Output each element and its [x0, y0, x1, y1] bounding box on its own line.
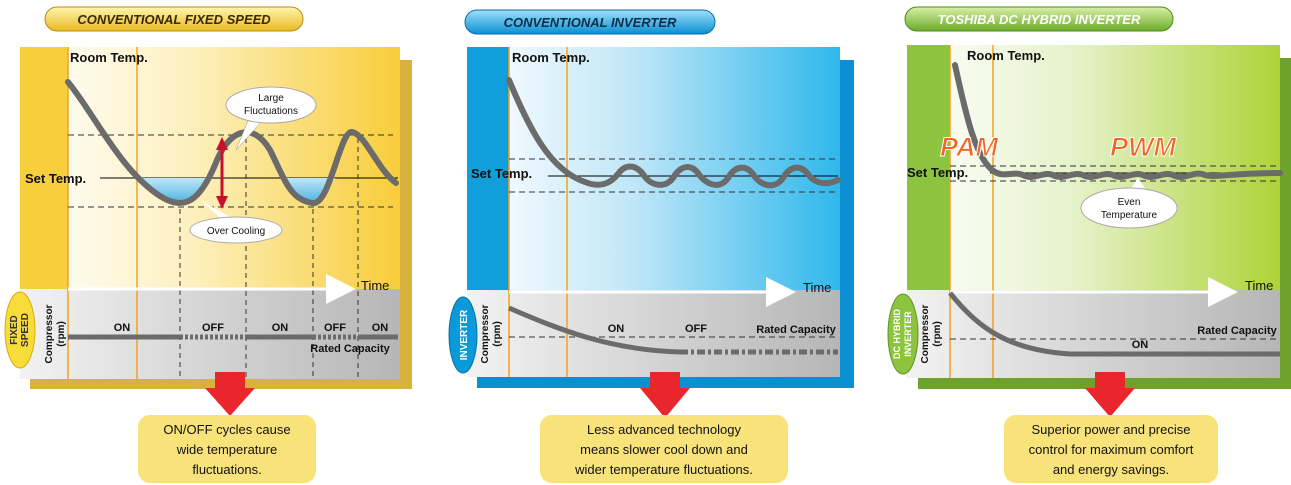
- state-label: OFF: [202, 322, 224, 334]
- callout-text: Fluctuations: [244, 106, 298, 117]
- state-label: ON: [608, 323, 625, 335]
- compressor-curve: [948, 291, 1280, 357]
- callout-bubble: [189, 216, 283, 244]
- fluctuation-arrow-head: [216, 137, 228, 150]
- panel-header-pill: [464, 9, 716, 35]
- compressor-area: [20, 289, 400, 379]
- compressor-label: Compressor: [44, 304, 55, 363]
- graph-side-band: [467, 47, 509, 290]
- caption-line: fluctuations.: [192, 462, 261, 477]
- panel-title: TOSHIBA DC HYBRID INVERTER: [938, 12, 1141, 27]
- set-temp-label: Set Temp.: [25, 171, 86, 186]
- time-label: Time: [1245, 278, 1273, 293]
- graph-side-band: [20, 47, 68, 289]
- state-label: ON: [114, 322, 131, 334]
- room-temp-label: Room Temp.: [70, 50, 148, 65]
- compressor-label: Compressor: [920, 304, 931, 363]
- state-label: ON: [1132, 339, 1149, 351]
- state-label: ON: [272, 322, 289, 334]
- graph-side-band: [907, 45, 950, 290]
- panel-header-pill: [44, 6, 304, 32]
- down-arrow-icon: [640, 372, 690, 418]
- compressor-label: Compressor: [480, 304, 491, 363]
- room-temp-label: Room Temp.: [512, 50, 590, 65]
- state-label: OFF: [324, 322, 346, 334]
- panel-dc-hybrid-inverter: TOSHIBA DC HYBRID INVERTER PAM PWM Even …: [887, 6, 1291, 483]
- caption-line: Less advanced technology: [587, 422, 741, 437]
- room-temp-curve: [65, 79, 399, 206]
- caption-line: and energy savings.: [1053, 462, 1169, 477]
- caption-line: Superior power and precise: [1032, 422, 1191, 437]
- callout-tail: [1130, 178, 1146, 190]
- callout-text: Over Cooling: [207, 226, 265, 237]
- set-temp-label: Set Temp.: [471, 166, 532, 181]
- panel-header-pill: [904, 6, 1174, 32]
- caption-box: [138, 415, 316, 483]
- graph-area: [907, 45, 1280, 290]
- side-badge-text: INVERTER: [459, 309, 470, 360]
- caption-line: ON/OFF cycles cause: [163, 422, 290, 437]
- side-badge-text: DC HYBRID: [892, 309, 902, 360]
- room-temp-curve: [952, 62, 1283, 180]
- graph-area: [20, 47, 400, 289]
- pwm-label: PWM: [1110, 132, 1176, 162]
- rated-capacity-label: Rated Capacity: [310, 343, 390, 355]
- compressor-unit: (rpm): [492, 321, 503, 347]
- side-badge-text: FIXED: [9, 315, 20, 344]
- fluctuation-arrow-head: [216, 196, 228, 209]
- panel-fixed-speed: CONVENTIONAL FIXED SPEED Large Fluctuati…: [4, 6, 412, 483]
- set-temp-label: Set Temp.: [907, 165, 968, 180]
- compressor-curve: [508, 305, 681, 355]
- compressor-unit: (rpm): [56, 321, 67, 347]
- side-badge: [887, 293, 919, 375]
- side-badge: [448, 296, 478, 374]
- room-temp-curve: [506, 77, 841, 189]
- caption-box: [1004, 415, 1218, 483]
- room-temp-label: Room Temp.: [967, 48, 1045, 63]
- callout-text: Temperature: [1101, 210, 1158, 221]
- state-label: ON: [372, 322, 389, 334]
- caption-line: wide temperature: [176, 442, 277, 457]
- callout-bubble: [225, 86, 317, 124]
- side-badge: [4, 291, 36, 369]
- panel-title: CONVENTIONAL INVERTER: [504, 15, 677, 30]
- side-badge-text: SPEED: [20, 313, 31, 347]
- callout-text: Large: [258, 93, 284, 104]
- time-label: Time: [361, 278, 389, 293]
- side-badge-text: INVERTER: [903, 311, 913, 357]
- time-label: Time: [803, 280, 831, 295]
- callout-text: Even: [1118, 197, 1141, 208]
- down-arrow-icon: [1085, 372, 1135, 417]
- rated-capacity-label: Rated Capacity: [1197, 325, 1277, 337]
- callout-bubble: [1080, 187, 1178, 229]
- pam-label: PAM: [940, 132, 999, 162]
- rated-capacity-label: Rated Capacity: [756, 324, 836, 336]
- callout-tail: [200, 200, 232, 218]
- panel-title: CONVENTIONAL FIXED SPEED: [77, 12, 271, 27]
- state-label: OFF: [685, 323, 707, 335]
- down-arrow-icon: [205, 372, 255, 416]
- caption-line: means slower cool down and: [580, 442, 748, 457]
- caption-line: control for maximum comfort: [1029, 442, 1194, 457]
- caption-box: [540, 415, 788, 483]
- caption-line: wider temperature fluctuations.: [574, 462, 753, 477]
- compressor-unit: (rpm): [932, 321, 943, 347]
- panel-conventional-inverter: CONVENTIONAL INVERTER Room Temp. Set Tem…: [448, 9, 854, 483]
- graph-area: [467, 47, 840, 290]
